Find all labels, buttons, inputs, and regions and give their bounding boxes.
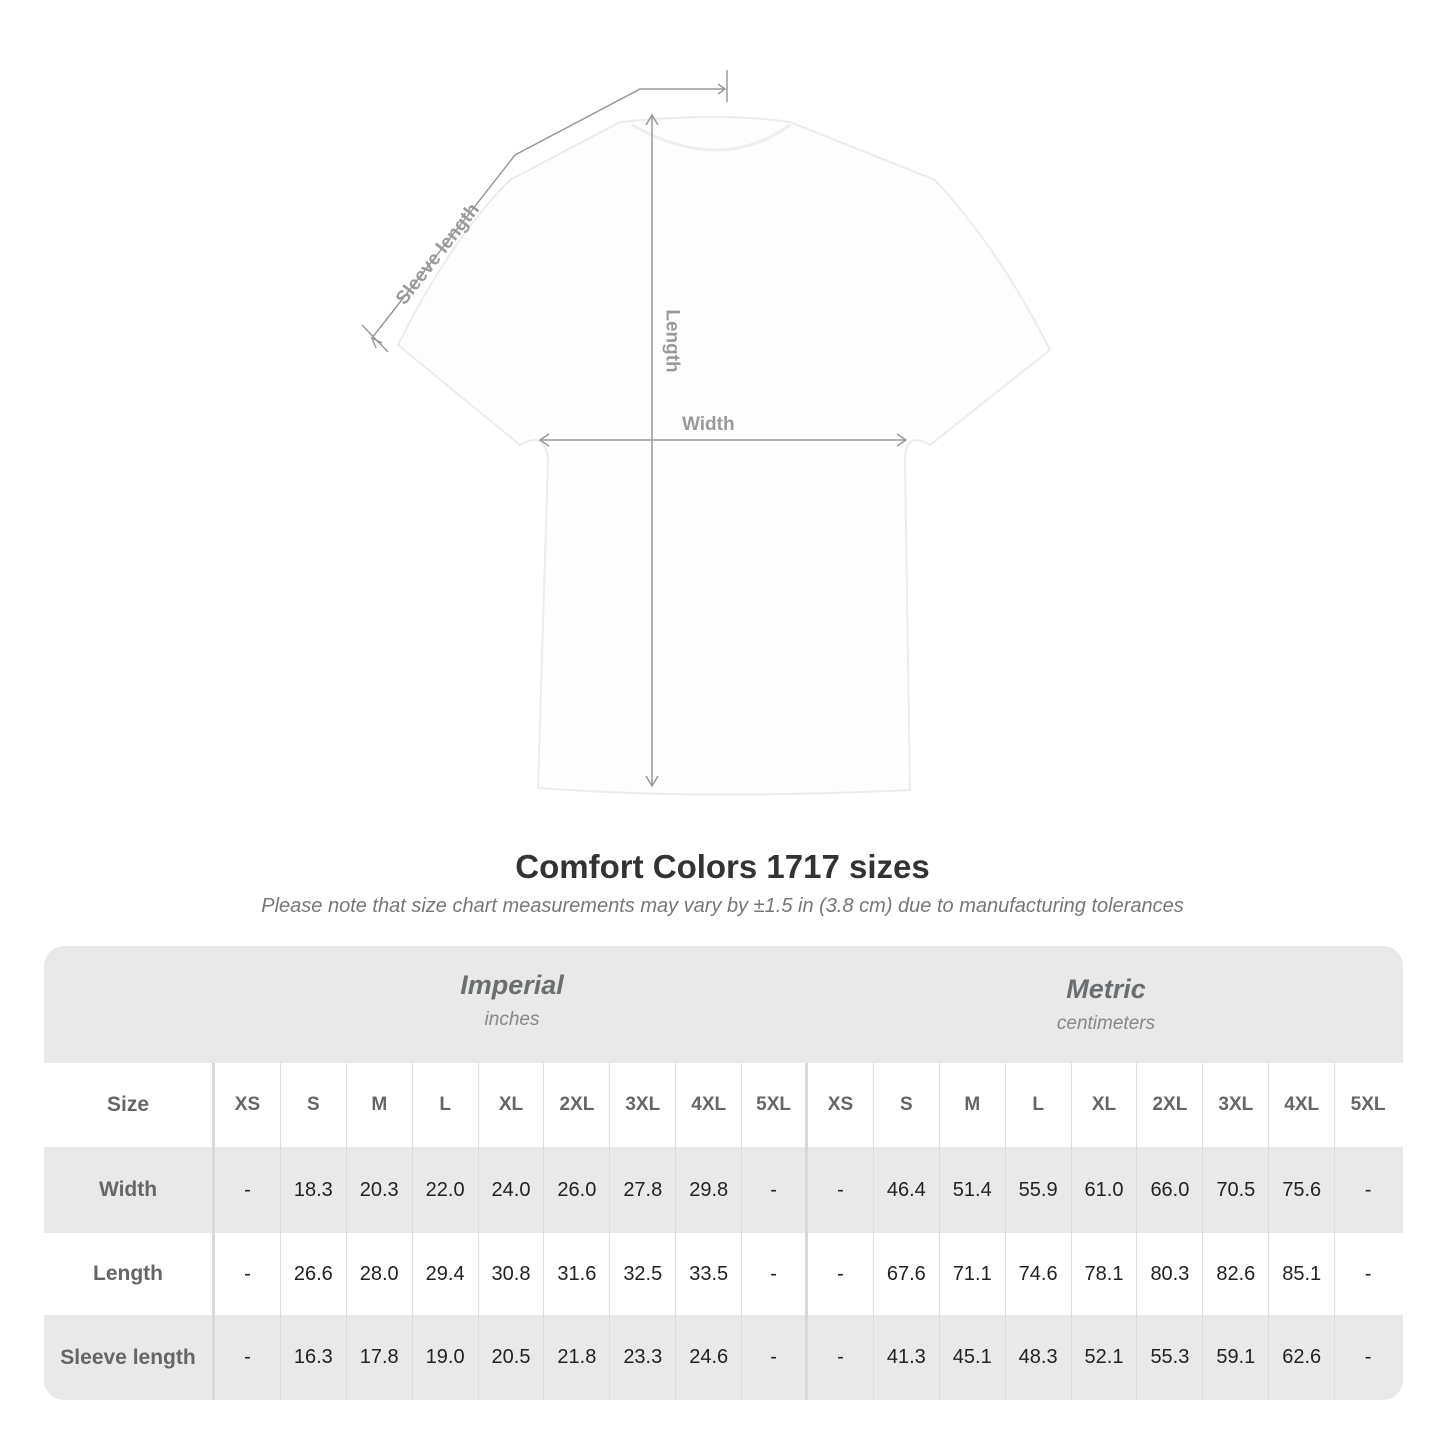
imperial-cell: 29.8 [676, 1147, 743, 1233]
metric-cell: 62.6 [1269, 1315, 1336, 1400]
metric-cell: 55.9 [1006, 1147, 1072, 1233]
metric-cell: 80.3 [1137, 1233, 1204, 1315]
metric-size-S: S [874, 1063, 940, 1147]
imperial-cell: 30.8 [479, 1233, 545, 1315]
metric-size-3XL: 3XL [1203, 1063, 1270, 1147]
width-label: Width [682, 414, 735, 435]
metric-cell: - [1364, 1178, 1372, 1201]
imperial-title: Imperial [460, 970, 564, 1000]
imperial-size-5XL: 5XL [742, 1063, 809, 1147]
metric-cell: 48.3 [1006, 1315, 1072, 1400]
metric-cell: - [808, 1315, 874, 1400]
tolerance-note: Please note that size chart measurements… [261, 895, 1184, 917]
metric-cell: - [808, 1147, 874, 1233]
metric-cell: 74.6 [1006, 1233, 1072, 1315]
imperial-cell: 28.0 [347, 1233, 413, 1315]
metric-cell: 66.0 [1137, 1147, 1204, 1233]
metric-cell: 70.5 [1203, 1147, 1270, 1233]
table-row: Width -18.3 20.3 22.0 24.0 26.0 27.8 29.8- -46.4… [44, 1147, 1403, 1233]
table-header-band [44, 946, 1403, 1063]
metric-cell: 78.1 [1072, 1233, 1138, 1315]
metric-size-4XL: 4XL [1269, 1063, 1336, 1147]
imperial-cell: 29.4 [413, 1233, 479, 1315]
measurement-lines [361, 70, 908, 788]
metric-cell: - [808, 1233, 874, 1315]
metric-cell: 52.1 [1072, 1315, 1138, 1400]
imperial-size-L: L [413, 1063, 479, 1147]
imperial-cell: 16.3 [281, 1315, 347, 1400]
tshirt-image [396, 116, 1052, 796]
imperial-cell: 24.0 [479, 1147, 545, 1233]
imperial-size-M: M [347, 1063, 413, 1147]
imperial-size-XL: XL [479, 1063, 545, 1147]
size-header-row: Size XS S M L XL 2XL 3XL 4XL 5XL XS S M L XL 2XL 3XL 4XL 5… [44, 1063, 1403, 1147]
imperial-cell: - [742, 1233, 809, 1315]
imperial-size-3XL: 3XL [610, 1063, 677, 1147]
imperial-cell: - [215, 1233, 281, 1315]
metric-cell: 55.3 [1137, 1315, 1204, 1400]
metric-size-M: M [940, 1063, 1006, 1147]
metric-title: Metric [1066, 974, 1146, 1004]
metric-cell: - [1364, 1346, 1372, 1368]
imperial-cell: 31.6 [544, 1233, 611, 1315]
imperial-size-S: S [281, 1063, 347, 1147]
imperial-cell: - [742, 1147, 809, 1233]
metric-cell: 82.6 [1203, 1233, 1270, 1315]
metric-size-XL: XL [1072, 1063, 1138, 1147]
metric-cell: 61.0 [1072, 1147, 1138, 1233]
imperial-cell: 26.6 [281, 1233, 347, 1315]
imperial-cell: 33.5 [676, 1233, 743, 1315]
metric-size-5XL: 5XL [1350, 1094, 1386, 1115]
row-label: Length [44, 1233, 215, 1315]
imperial-cell: 18.3 [281, 1147, 347, 1233]
table-row: Length -26.6 28.0 29.4 30.8 31.6 32.5 33.5- -67.… [44, 1233, 1403, 1315]
imperial-cell: 20.3 [347, 1147, 413, 1233]
metric-unit: centimeters [1056, 1013, 1156, 1034]
imperial-cell: - [215, 1315, 281, 1400]
imperial-cell: 26.0 [544, 1147, 611, 1233]
imperial-cell: 23.3 [610, 1315, 677, 1400]
size-label: Size [44, 1063, 215, 1147]
imperial-cell: 22.0 [413, 1147, 479, 1233]
metric-size-2XL: 2XL [1137, 1063, 1204, 1147]
metric-cell: 51.4 [940, 1147, 1006, 1233]
metric-cell: 75.6 [1269, 1147, 1336, 1233]
imperial-cell: 19.0 [413, 1315, 479, 1400]
metric-header: Metric centimeters [809, 946, 1403, 1063]
imperial-cell: 32.5 [610, 1233, 677, 1315]
imperial-size-XS: XS [215, 1063, 281, 1147]
imperial-unit: inches [484, 1009, 540, 1030]
tshirt-diagram [361, 70, 1052, 796]
metric-size-L: L [1006, 1063, 1072, 1147]
metric-cell: 41.3 [874, 1315, 940, 1400]
imperial-cell: 20.5 [479, 1315, 545, 1400]
imperial-size-4XL: 4XL [676, 1063, 743, 1147]
metric-cell: 59.1 [1203, 1315, 1270, 1400]
metric-cell: 85.1 [1269, 1233, 1336, 1315]
page-title: Comfort Colors 1717 sizes [515, 848, 930, 885]
length-label: Length [661, 309, 683, 373]
imperial-size-2XL: 2XL [544, 1063, 611, 1147]
metric-cell: 71.1 [940, 1233, 1006, 1315]
imperial-cell: 17.8 [347, 1315, 413, 1400]
metric-size-XS: XS [808, 1063, 874, 1147]
imperial-cell: 24.6 [676, 1315, 743, 1400]
imperial-cell: 27.8 [610, 1147, 677, 1233]
row-label: Sleeve length [44, 1315, 215, 1400]
size-table: Imperial inches Metric centimeters Size X… [44, 946, 1403, 1400]
row-label: Width [44, 1147, 215, 1233]
imperial-cell: - [215, 1147, 281, 1233]
imperial-header: Imperial inches [215, 946, 809, 1063]
metric-cell: 67.6 [874, 1233, 940, 1315]
metric-cell: - [1364, 1262, 1372, 1285]
metric-cell: 46.4 [874, 1147, 940, 1233]
imperial-cell: - [742, 1315, 809, 1400]
imperial-cell: 21.8 [544, 1315, 611, 1400]
table-row: Sleeve length -16.3 17.8 19.0 20.5 21.8 23.3 24… [44, 1315, 1403, 1400]
metric-cell: 45.1 [940, 1315, 1006, 1400]
